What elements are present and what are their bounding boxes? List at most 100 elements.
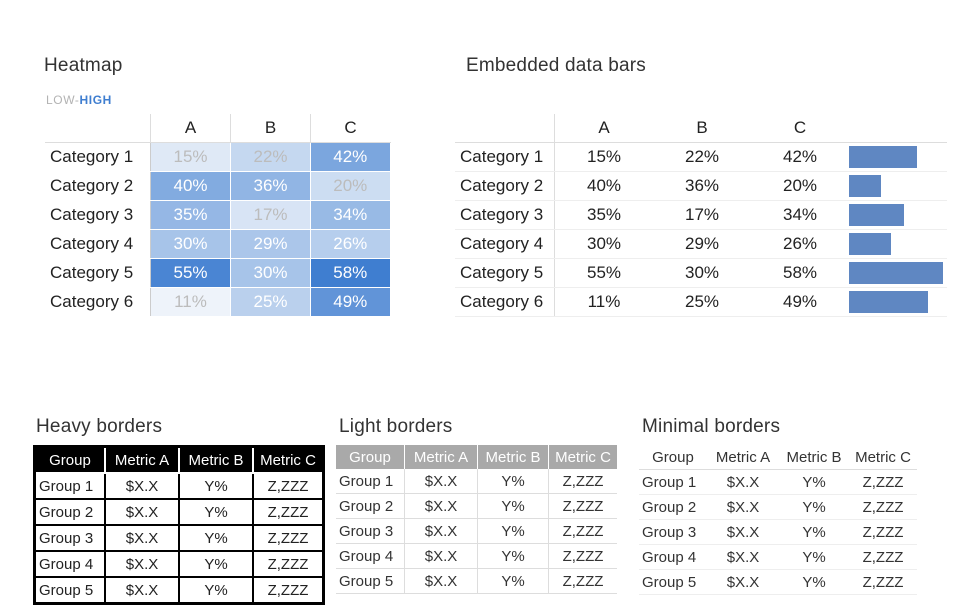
legend-high: HIGH [79,93,112,107]
heatmap-row-label: Category 5 [45,258,151,288]
heavy-table-cell: $X.X [104,472,180,500]
light-table-cell: Z,ZZZ [548,518,617,544]
heatmap-row-label: Category 6 [45,287,151,317]
minimal-table-cell: Y% [779,494,849,520]
light-column-header: Metric A [404,445,478,469]
heatmap-cell: 25% [230,287,311,317]
minimal-table-cell: Group 1 [639,469,707,495]
light-column-header: Metric B [477,445,549,469]
light-table-cell: $X.X [404,469,478,494]
heavy-column-header: Metric B [178,446,254,474]
databars-column-header: C [751,114,849,143]
minimal-table-cell: Y% [779,569,849,595]
databars-bar-cell [849,142,947,172]
minimal-column-header: Metric B [779,445,849,470]
heatmap-row-label: Category 3 [45,200,151,230]
heavy-table-cell: $X.X [104,576,180,605]
heavy-table-cell: Group 4 [33,550,106,578]
databars-value-cell: 49% [751,287,849,317]
heatmap-title: Heatmap [44,55,123,76]
heatmap-table: A B C Category 1 15% 22% 42% Category 2 40% 36% 20… [45,114,391,317]
databars-row-label: Category 2 [455,171,555,201]
heatmap-row: Category 5 55% 30% 58% [45,258,391,288]
databars-value-cell: 30% [554,229,653,259]
databars-row-label: Category 6 [455,287,555,317]
databars-row: Category 3 35% 17% 34% [455,200,947,230]
minimal-table-cell: $X.X [707,469,779,495]
light-table-cell: Group 4 [336,543,405,569]
minimal-table-cell: Group 2 [639,494,707,520]
data-bar [849,262,943,284]
databars-column-header: A [554,114,653,143]
heatmap-cell: 15% [150,142,231,172]
heatmap-cell: 30% [230,258,311,288]
data-bar [849,146,917,168]
heatmap-cell: 36% [230,171,311,201]
heavy-table-cell: Z,ZZZ [252,472,325,500]
heavy-table-cell: Group 5 [33,576,106,605]
data-bar [849,233,891,255]
light-table-cell: Group 1 [336,469,405,494]
databars-value-cell: 22% [653,142,751,172]
light-table-cell: Z,ZZZ [548,493,617,519]
heavy-column-header: Metric C [252,446,324,474]
heatmap-row-label: Category 2 [45,171,151,201]
minimal-borders-table: Group Metric A Metric B Metric C Group 1 $X.X… [639,445,917,595]
minimal-table-cell: Z,ZZZ [849,494,917,520]
minimal-table-cell: Z,ZZZ [849,544,917,570]
databars-bar-cell [849,287,947,317]
heavy-table-cell: $X.X [104,524,180,552]
heavy-borders-title: Heavy borders [36,416,163,437]
heatmap-cell: 29% [230,229,311,259]
databars-row-label: Category 5 [455,258,555,288]
databars-value-cell: 35% [554,200,653,230]
light-table-row: Group 4 $X.X Y% Z,ZZZ [336,543,617,569]
light-column-header: Metric C [548,445,617,469]
heatmap-row-label: Category 4 [45,229,151,259]
heatmap-cell: 22% [230,142,311,172]
heavy-table-cell: Z,ZZZ [252,550,325,578]
databars-row: Category 5 55% 30% 58% [455,258,947,288]
light-table-cell: $X.X [404,518,478,544]
heavy-table-cell: Y% [178,524,254,552]
light-table-row: Group 2 $X.X Y% Z,ZZZ [336,493,617,519]
heatmap-row: Category 6 11% 25% 49% [45,287,391,317]
minimal-column-header: Group [639,445,707,470]
heatmap-cell: 30% [150,229,231,259]
databars-title: Embedded data bars [466,55,646,76]
light-table-row: Group 1 $X.X Y% Z,ZZZ [336,469,617,494]
heavy-table-cell: Group 1 [33,472,106,500]
minimal-borders-title: Minimal borders [642,416,781,437]
databars-row: Category 4 30% 29% 26% [455,229,947,259]
light-table-cell: Y% [477,469,549,494]
databars-value-cell: 20% [751,171,849,201]
heatmap-cell: 55% [150,258,231,288]
heavy-table-cell: Z,ZZZ [252,576,325,605]
heatmap-cell: 34% [310,200,391,230]
heatmap-cell: 58% [310,258,391,288]
minimal-table-row: Group 1 $X.X Y% Z,ZZZ [639,469,917,495]
heavy-table-row: Group 1 $X.X Y% Z,ZZZ [33,472,325,500]
heatmap-row: Category 1 15% 22% 42% [45,142,391,172]
heavy-table-cell: Y% [178,576,254,605]
heatmap-row: Category 4 30% 29% 26% [45,229,391,259]
databars-value-cell: 55% [554,258,653,288]
databars-value-cell: 25% [653,287,751,317]
light-borders-table: Group Metric A Metric B Metric C Group 1 $X.X… [336,445,617,594]
databars-bar-cell [849,171,947,201]
heavy-table-cell: Y% [178,550,254,578]
databars-bar-cell [849,200,947,230]
heatmap-column-header: B [230,114,311,143]
databars-column-header: B [653,114,751,143]
heatmap-cell: 35% [150,200,231,230]
data-bar [849,291,928,313]
databars-row: Category 6 11% 25% 49% [455,287,947,317]
minimal-column-header: Metric A [707,445,779,470]
minimal-table-cell: Y% [779,544,849,570]
heatmap-cell: 17% [230,200,311,230]
heatmap-cell: 42% [310,142,391,172]
light-table-cell: Y% [477,493,549,519]
databars-row: Category 2 40% 36% 20% [455,171,947,201]
minimal-table-cell: $X.X [707,519,779,545]
databars-value-cell: 58% [751,258,849,288]
